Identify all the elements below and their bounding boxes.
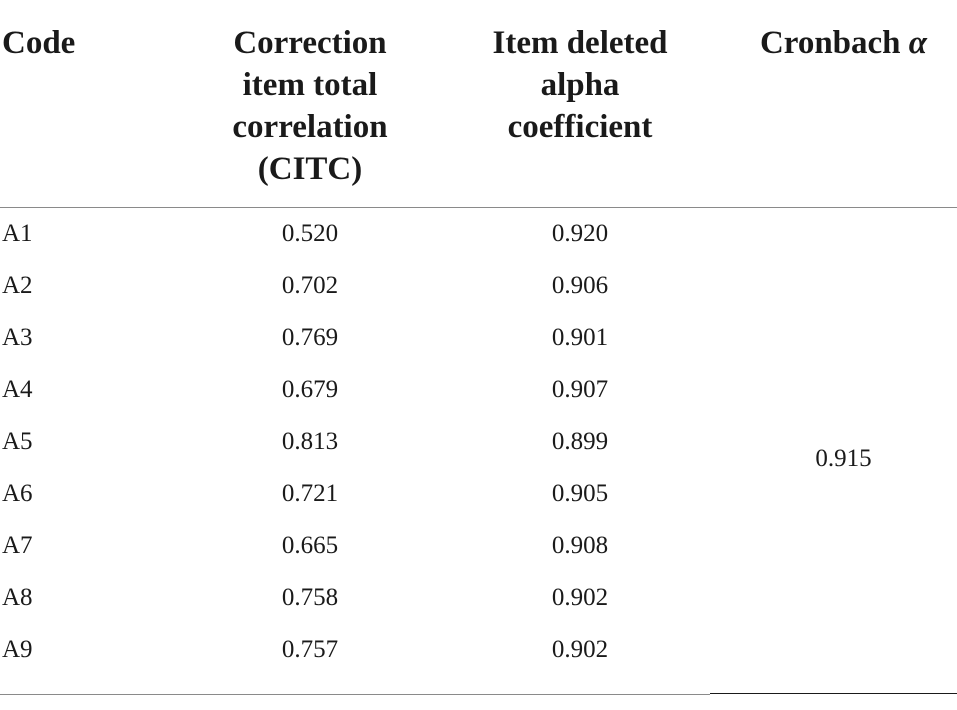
row-code: A2: [2, 272, 33, 299]
table-row: A6 0.721 0.905: [0, 470, 710, 522]
row-citc-value: 0.520: [281, 220, 339, 247]
row-code: A7: [2, 532, 33, 559]
table-body: A1 0.520 0.920 A2 0.702 0.906 A3 0.769 0.901 A4 0.…: [0, 210, 710, 678]
row-citc-value: 0.665: [281, 532, 339, 559]
row-code: A5: [2, 428, 33, 455]
header-citc: Correction item total correlation (CITC): [200, 22, 420, 190]
table-row: A8 0.758 0.902: [0, 574, 710, 626]
row-citc-value: 0.702: [281, 272, 339, 299]
header-item-deleted-alpha: Item deleted alpha coefficient: [470, 22, 690, 148]
header-deleted-line3: coefficient: [507, 109, 653, 145]
header-code: Code: [2, 22, 122, 64]
row-deleted-alpha-value: 0.905: [551, 480, 609, 507]
table-row: A5 0.813 0.899: [0, 418, 710, 470]
header-code-label: Code: [2, 25, 76, 61]
row-code: A6: [2, 480, 33, 507]
row-deleted-alpha-value: 0.920: [551, 220, 609, 247]
table-row: A4 0.679 0.907: [0, 366, 710, 418]
row-deleted-alpha-value: 0.907: [551, 376, 609, 403]
header-deleted-line1: Item deleted: [492, 25, 668, 61]
table-row: A3 0.769 0.901: [0, 314, 710, 366]
header-citc-line2: item total: [242, 67, 378, 103]
row-deleted-alpha-value: 0.902: [551, 636, 609, 663]
header-citc-line4: (CITC): [257, 151, 363, 187]
row-deleted-alpha-value: 0.902: [551, 584, 609, 611]
row-deleted-alpha-value: 0.901: [551, 324, 609, 351]
table-row: A1 0.520 0.920: [0, 210, 710, 262]
row-deleted-alpha-value: 0.899: [551, 428, 609, 455]
row-code: A4: [2, 376, 33, 403]
header-citc-line1: Correction: [233, 25, 387, 61]
header-cronbach-alpha: Cronbach α: [730, 22, 957, 64]
table-row: A7 0.665 0.908: [0, 522, 710, 574]
row-code: A8: [2, 584, 33, 611]
row-code: A9: [2, 636, 33, 663]
row-code: A3: [2, 324, 33, 351]
bottom-divider-alpha: [710, 693, 957, 694]
row-citc-value: 0.769: [281, 324, 339, 351]
row-deleted-alpha-value: 0.906: [551, 272, 609, 299]
row-citc-value: 0.813: [281, 428, 339, 455]
bottom-divider: [0, 694, 710, 695]
header-divider: [0, 207, 957, 208]
row-citc-value: 0.758: [281, 584, 339, 611]
row-citc-value: 0.721: [281, 480, 339, 507]
table-row: A2 0.702 0.906: [0, 262, 710, 314]
row-citc-value: 0.679: [281, 376, 339, 403]
header-deleted-line2: alpha: [540, 67, 620, 103]
table-row: A9 0.757 0.902: [0, 626, 710, 678]
row-citc-value: 0.757: [281, 636, 339, 663]
header-citc-line3: correlation: [232, 109, 388, 145]
cronbach-alpha-value: 0.915: [815, 445, 872, 472]
header-alpha-text: Cronbach: [759, 25, 909, 61]
row-deleted-alpha-value: 0.908: [551, 532, 609, 559]
header-alpha-symbol: α: [908, 25, 928, 61]
row-code: A1: [2, 220, 33, 247]
